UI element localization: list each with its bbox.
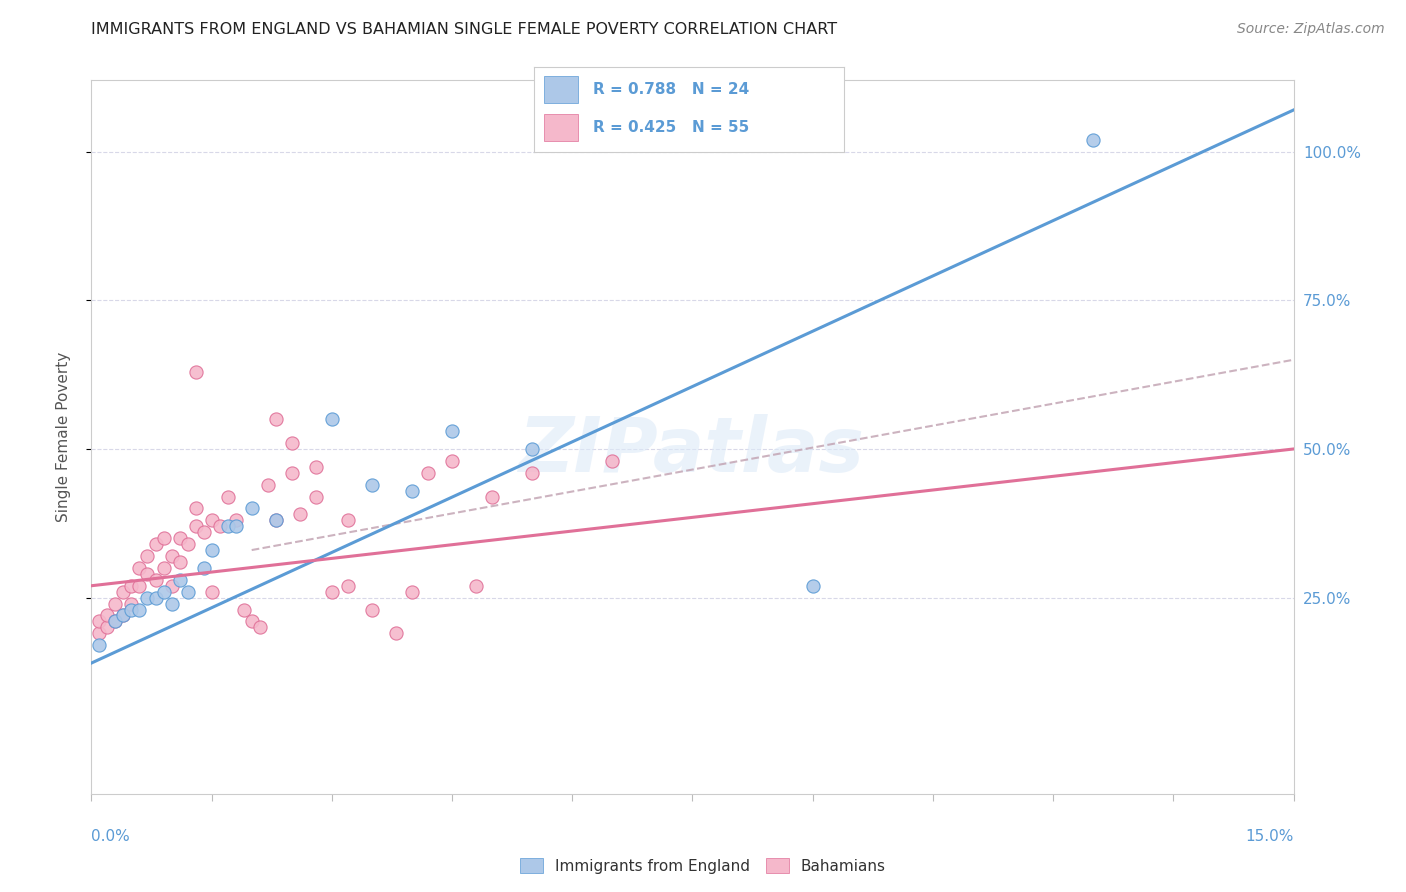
Text: R = 0.425   N = 55: R = 0.425 N = 55	[593, 120, 749, 136]
Point	[145, 591, 167, 605]
Y-axis label: Single Female Poverty: Single Female Poverty	[56, 352, 70, 522]
Point	[128, 602, 150, 616]
Point	[121, 602, 143, 616]
Point	[152, 561, 174, 575]
Point	[152, 531, 174, 545]
Point	[169, 573, 191, 587]
Point	[281, 436, 304, 450]
Point	[121, 597, 143, 611]
Point	[520, 442, 543, 456]
Point	[217, 490, 239, 504]
FancyBboxPatch shape	[544, 76, 578, 103]
Point	[281, 466, 304, 480]
Point	[520, 466, 543, 480]
Point	[184, 501, 207, 516]
Point	[385, 626, 408, 640]
Point	[112, 584, 135, 599]
Point	[136, 549, 159, 563]
Point	[441, 454, 464, 468]
Point	[249, 620, 271, 634]
Point	[201, 513, 224, 527]
Point	[240, 501, 263, 516]
FancyBboxPatch shape	[544, 114, 578, 142]
Point	[89, 615, 111, 629]
Point	[264, 513, 287, 527]
Text: Source: ZipAtlas.com: Source: ZipAtlas.com	[1237, 22, 1385, 37]
Point	[288, 508, 311, 522]
Text: IMMIGRANTS FROM ENGLAND VS BAHAMIAN SINGLE FEMALE POVERTY CORRELATION CHART: IMMIGRANTS FROM ENGLAND VS BAHAMIAN SING…	[91, 22, 838, 37]
Point	[602, 454, 624, 468]
Point	[441, 424, 464, 438]
Point	[360, 602, 382, 616]
Point	[176, 584, 198, 599]
Point	[169, 531, 191, 545]
Point	[321, 412, 343, 426]
Point	[104, 597, 127, 611]
Point	[321, 584, 343, 599]
Point	[104, 615, 127, 629]
Point	[416, 466, 439, 480]
Point	[96, 620, 118, 634]
Text: 15.0%: 15.0%	[1246, 830, 1294, 844]
Point	[264, 412, 287, 426]
Point	[152, 584, 174, 599]
Point	[145, 537, 167, 551]
Point	[201, 584, 224, 599]
Point	[193, 525, 215, 540]
Point	[217, 519, 239, 533]
Point	[240, 615, 263, 629]
Point	[176, 537, 198, 551]
Text: 0.0%: 0.0%	[91, 830, 131, 844]
Point	[128, 561, 150, 575]
Point	[169, 555, 191, 569]
Point	[465, 579, 488, 593]
Point	[208, 519, 231, 533]
Point	[305, 490, 328, 504]
Point	[145, 573, 167, 587]
Point	[136, 566, 159, 581]
Point	[801, 579, 824, 593]
Point	[128, 579, 150, 593]
Point	[232, 602, 254, 616]
Point	[264, 513, 287, 527]
Text: R = 0.788   N = 24: R = 0.788 N = 24	[593, 82, 749, 97]
Point	[201, 543, 224, 558]
Point	[184, 365, 207, 379]
Point	[160, 579, 183, 593]
Point	[401, 483, 423, 498]
Legend: Immigrants from England, Bahamians: Immigrants from England, Bahamians	[515, 852, 891, 880]
Point	[336, 513, 359, 527]
Point	[360, 477, 382, 491]
Point	[89, 626, 111, 640]
Point	[225, 519, 247, 533]
Point	[481, 490, 503, 504]
Point	[160, 597, 183, 611]
Point	[184, 519, 207, 533]
Point	[305, 459, 328, 474]
Point	[104, 615, 127, 629]
Point	[89, 638, 111, 652]
Point	[1083, 133, 1105, 147]
Point	[336, 579, 359, 593]
Point	[121, 579, 143, 593]
Point	[112, 608, 135, 623]
Point	[256, 477, 278, 491]
Text: ZIPatlas: ZIPatlas	[519, 415, 866, 488]
Point	[136, 591, 159, 605]
Point	[193, 561, 215, 575]
Point	[112, 608, 135, 623]
Point	[225, 513, 247, 527]
Point	[401, 584, 423, 599]
Point	[160, 549, 183, 563]
Point	[96, 608, 118, 623]
